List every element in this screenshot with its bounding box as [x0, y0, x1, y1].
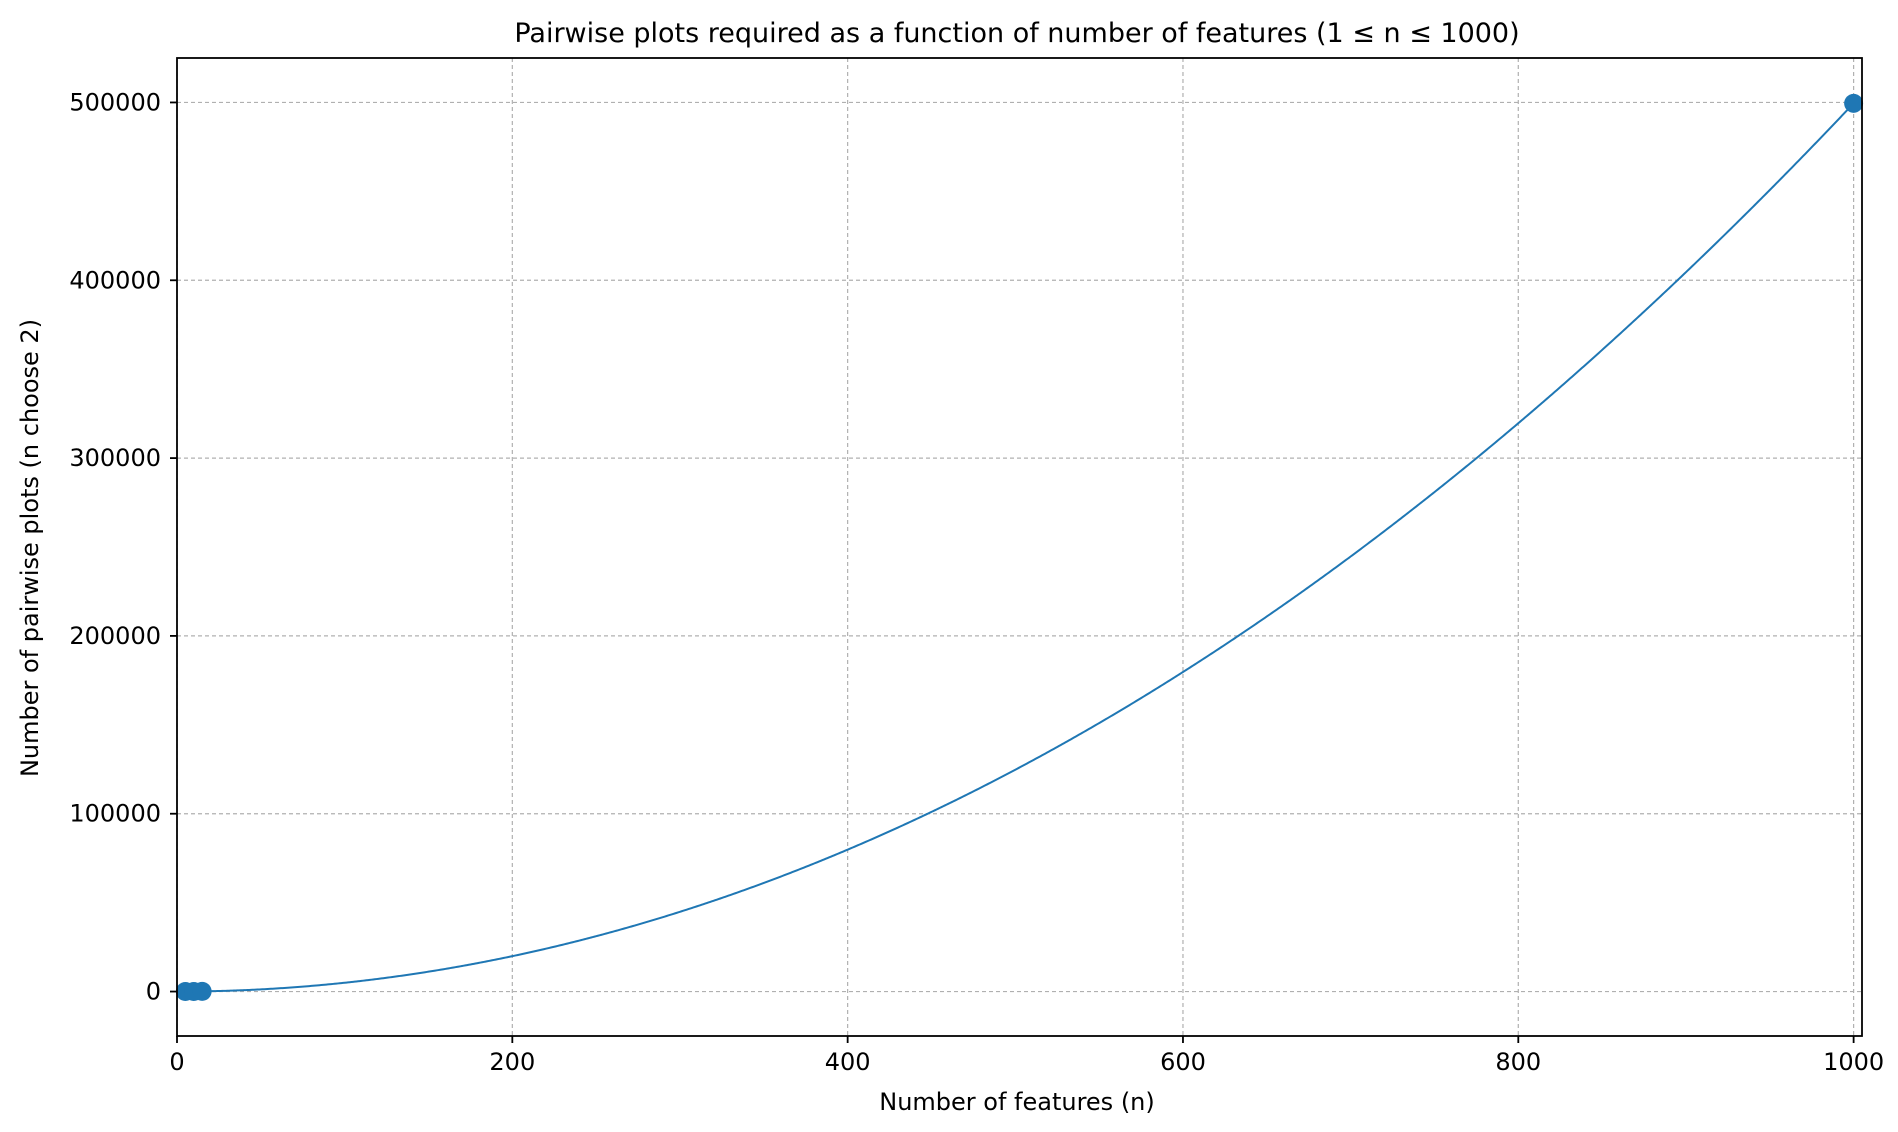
series-line: [178, 102, 1855, 993]
x-tick-label: 200: [489, 1048, 535, 1076]
x-axis-label: Number of features (n): [879, 1088, 1155, 1116]
data-point: [1844, 93, 1864, 113]
x-tick-label: 600: [1160, 1048, 1206, 1076]
y-tick-label: 0: [146, 978, 161, 1006]
x-tick-label: 800: [1495, 1048, 1541, 1076]
axes: 0 200 400 600 800 1000 0 100000 200000 300000 4000…: [69, 57, 1884, 1076]
x-tick-label: 0: [169, 1048, 184, 1076]
chart-title: Pairwise plots required as a function of…: [514, 18, 1519, 49]
y-tick-label: 300000: [69, 444, 161, 472]
plot-frame: [176, 57, 1863, 1037]
x-tick-label: 400: [825, 1048, 871, 1076]
y-tick-label: 500000: [69, 88, 161, 116]
data-point: [192, 981, 212, 1001]
y-tick-label: 400000: [69, 266, 161, 294]
grid: [176, 58, 1862, 1036]
y-axis-label: Number of pairwise plots (n choose 2): [16, 319, 44, 777]
plot-series: [175, 93, 1864, 1002]
y-tick-label: 200000: [69, 622, 161, 650]
x-tick-label: 1000: [1823, 1048, 1884, 1076]
y-tick-label: 100000: [69, 800, 161, 828]
